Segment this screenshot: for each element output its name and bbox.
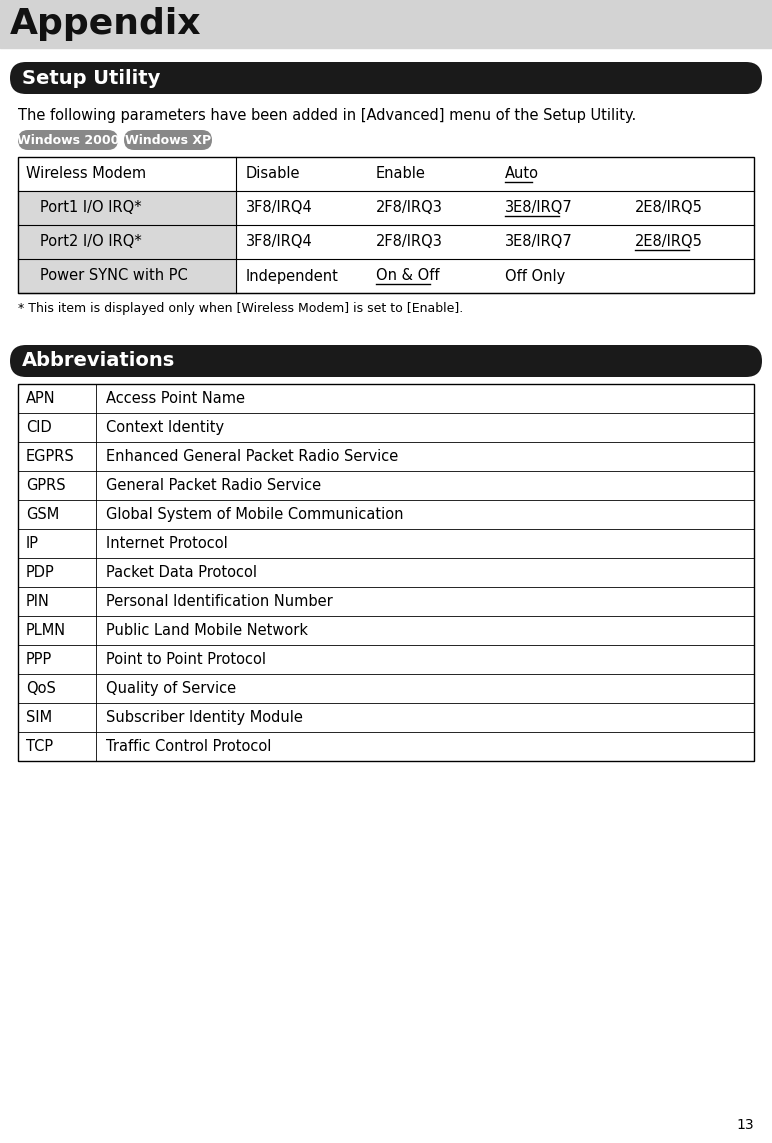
Text: On & Off: On & Off <box>375 269 439 283</box>
Text: QoS: QoS <box>26 681 56 696</box>
Text: PPP: PPP <box>26 652 52 668</box>
Text: * This item is displayed only when [Wireless Modem] is set to [Enable].: * This item is displayed only when [Wire… <box>18 302 463 315</box>
Text: 3F8/IRQ4: 3F8/IRQ4 <box>246 200 313 216</box>
Text: Wireless Modem: Wireless Modem <box>26 167 146 182</box>
Text: Power SYNC with PC: Power SYNC with PC <box>40 269 188 283</box>
Bar <box>18 384 754 761</box>
Text: PLMN: PLMN <box>26 623 66 638</box>
Text: Point to Point Protocol: Point to Point Protocol <box>106 652 266 668</box>
Text: SIM: SIM <box>26 710 52 725</box>
Text: 2E8/IRQ5: 2E8/IRQ5 <box>635 234 703 249</box>
Text: Quality of Service: Quality of Service <box>106 681 236 696</box>
Text: 3F8/IRQ4: 3F8/IRQ4 <box>246 234 313 249</box>
Bar <box>18 191 236 225</box>
Text: Port1 I/O IRQ*: Port1 I/O IRQ* <box>40 200 141 216</box>
Text: APN: APN <box>26 391 56 406</box>
Bar <box>18 259 236 293</box>
Text: General Packet Radio Service: General Packet Radio Service <box>106 478 321 493</box>
Text: IP: IP <box>26 536 39 551</box>
FancyBboxPatch shape <box>10 62 762 94</box>
Text: Setup Utility: Setup Utility <box>22 69 161 88</box>
Text: PIN: PIN <box>26 594 50 609</box>
Bar <box>18 157 754 293</box>
Text: CID: CID <box>26 419 52 435</box>
Text: Port2 I/O IRQ*: Port2 I/O IRQ* <box>40 234 142 249</box>
Text: Windows XP: Windows XP <box>125 134 211 146</box>
Text: Access Point Name: Access Point Name <box>106 391 245 406</box>
Text: Enable: Enable <box>375 167 425 182</box>
Text: TCP: TCP <box>26 740 53 754</box>
Text: 2F8/IRQ3: 2F8/IRQ3 <box>375 234 442 249</box>
Text: 3E8/IRQ7: 3E8/IRQ7 <box>505 234 573 249</box>
FancyBboxPatch shape <box>18 130 118 150</box>
Text: Independent: Independent <box>246 269 339 283</box>
Bar <box>0 0 772 48</box>
Text: EGPRS: EGPRS <box>26 449 75 464</box>
Text: GPRS: GPRS <box>26 478 66 493</box>
Text: GSM: GSM <box>26 507 59 522</box>
Text: The following parameters have been added in [Advanced] menu of the Setup Utility: The following parameters have been added… <box>18 107 636 123</box>
Text: Internet Protocol: Internet Protocol <box>106 536 228 551</box>
Text: Off Only: Off Only <box>505 269 565 283</box>
Text: 13: 13 <box>736 1118 754 1132</box>
Text: Packet Data Protocol: Packet Data Protocol <box>106 565 257 580</box>
Text: 2E8/IRQ5: 2E8/IRQ5 <box>635 200 703 216</box>
Bar <box>18 225 236 259</box>
Text: 2F8/IRQ3: 2F8/IRQ3 <box>375 200 442 216</box>
FancyBboxPatch shape <box>10 345 762 377</box>
Text: Appendix: Appendix <box>10 7 201 41</box>
Text: 3E8/IRQ7: 3E8/IRQ7 <box>505 200 573 216</box>
FancyBboxPatch shape <box>124 130 212 150</box>
Text: Disable: Disable <box>246 167 300 182</box>
Text: PDP: PDP <box>26 565 55 580</box>
Text: Abbreviations: Abbreviations <box>22 352 175 370</box>
Text: Traffic Control Protocol: Traffic Control Protocol <box>106 740 272 754</box>
Text: Global System of Mobile Communication: Global System of Mobile Communication <box>106 507 404 522</box>
Text: Auto: Auto <box>505 167 539 182</box>
Text: Personal Identification Number: Personal Identification Number <box>106 594 333 609</box>
Text: Subscriber Identity Module: Subscriber Identity Module <box>106 710 303 725</box>
Text: Public Land Mobile Network: Public Land Mobile Network <box>106 623 308 638</box>
Text: Enhanced General Packet Radio Service: Enhanced General Packet Radio Service <box>106 449 398 464</box>
Text: Context Identity: Context Identity <box>106 419 224 435</box>
Text: Windows 2000: Windows 2000 <box>17 134 119 146</box>
